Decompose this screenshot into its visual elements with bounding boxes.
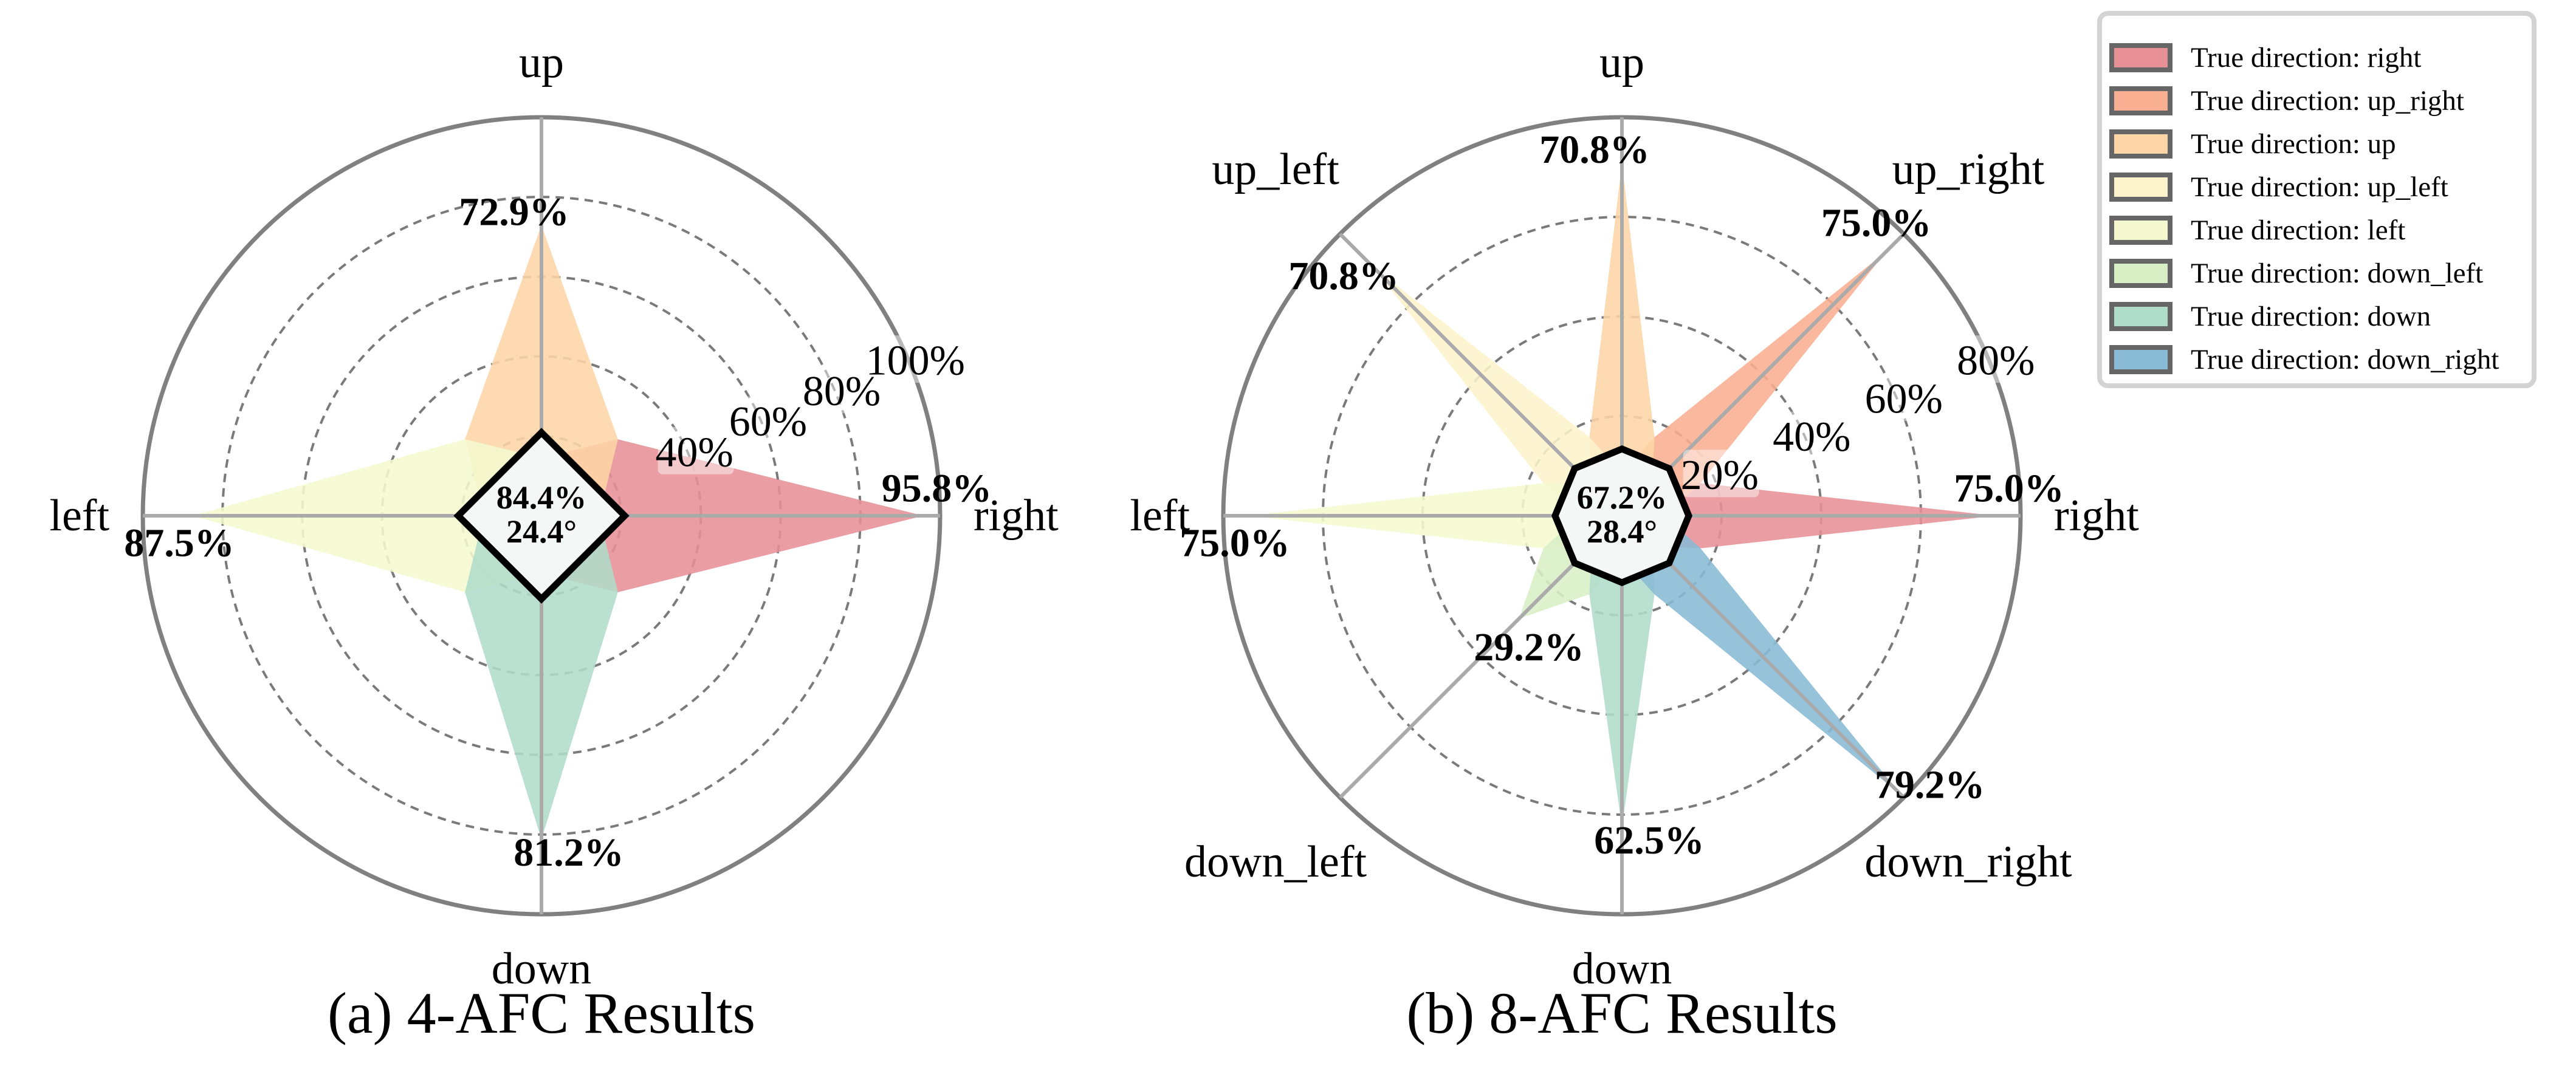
tick-label-bg [1683, 450, 1759, 498]
value-label-right: 95.8% [882, 467, 992, 511]
legend-item: True direction: up_left [2109, 171, 2448, 203]
legend-item: True direction: down [2109, 301, 2431, 332]
legend-item: True direction: down_right [2109, 344, 2499, 375]
legend-swatch [2109, 129, 2172, 159]
legend-frame [2097, 11, 2537, 388]
value-label-down: 62.5% [1594, 818, 1705, 863]
direction-label-down_left: down_left [1184, 837, 1367, 887]
legend-swatch [2109, 43, 2172, 72]
legend-swatch [2109, 173, 2172, 202]
legend-label: True direction: up_right [2191, 85, 2464, 117]
tick-label-bg [1959, 335, 2036, 383]
legend-item: True direction: down_left [2109, 258, 2483, 289]
center-accuracy: 67.2% [1577, 479, 1668, 516]
direction-label-down_right: down_right [1864, 837, 2072, 887]
direction-label-up_left: up_left [1212, 145, 1339, 194]
tick-label: 40% [1773, 414, 1850, 460]
legend-swatch [2109, 216, 2172, 245]
chart-8afc: 20% 40% 60% 80% 67.2%28.4° 75.0% 75.0% 70.8% 70.… [1130, 38, 2139, 1045]
tick-label-bg [658, 426, 734, 474]
direction-label-up_right: up_right [1892, 145, 2045, 194]
legend-swatch [2109, 345, 2172, 374]
center-accuracy: 84.4% [496, 479, 587, 516]
value-label-up: 70.8% [1539, 128, 1650, 172]
direction-label-right: right [974, 491, 1059, 541]
tick-label-bg [879, 335, 955, 383]
tick-label-bg [731, 396, 808, 444]
value-label-left: 87.5% [124, 521, 235, 566]
legend: True direction: right True direction: up_… [2097, 11, 2537, 388]
center-marker [453, 428, 630, 604]
direction-label-left: left [1130, 491, 1190, 541]
center-angle-error: 24.4° [506, 513, 577, 550]
tick-label: 80% [1957, 338, 2035, 385]
value-label-up_right: 75.0% [1821, 200, 1932, 245]
value-label-down_left: 29.2% [1474, 625, 1584, 669]
value-label-left: 75.0% [1180, 521, 1290, 566]
direction-label-up: up [519, 38, 564, 87]
chart-4afc: 40%60%80%100% 84.4%24.4° 95.8% 72.9% 87.5% 81… [49, 38, 1059, 1045]
legend-item: True direction: left [2109, 214, 2405, 246]
direction-label-down: down [1572, 944, 1672, 994]
legend-item: True direction: right [2109, 42, 2421, 74]
legend-label: True direction: down [2191, 301, 2431, 332]
legend-item: True direction: up_right [2109, 85, 2464, 117]
value-label-right: 75.0% [1954, 467, 2064, 511]
legend-swatch [2109, 86, 2172, 115]
direction-label-down: down [492, 944, 591, 994]
value-label-up: 72.9% [459, 190, 569, 234]
tick-label-bg [805, 366, 882, 414]
tick-label: 20% [1681, 452, 1759, 499]
legend-label: True direction: left [2191, 214, 2405, 246]
value-label-up_left: 70.8% [1288, 254, 1399, 298]
value-label-down_right: 79.2% [1875, 762, 1985, 807]
direction-label-right: right [2054, 491, 2139, 541]
legend-label: True direction: up_left [2191, 171, 2448, 203]
tick-label: 40% [656, 429, 733, 476]
legend-label: True direction: down_left [2191, 258, 2483, 289]
tick-label: 60% [1865, 375, 1943, 422]
tick-label-bg [1775, 411, 1852, 459]
center-angle-error: 28.4° [1587, 513, 1657, 550]
chart-caption: (b) 8-AFC Results [1406, 980, 1837, 1045]
direction-label-left: left [49, 491, 109, 541]
tick-label: 100% [866, 338, 965, 385]
tick-label: 80% [803, 368, 881, 415]
legend-label: True direction: up [2191, 128, 2396, 160]
legend-swatch [2109, 259, 2172, 288]
legend-swatch [2109, 302, 2172, 331]
tick-label-bg [1867, 373, 1943, 421]
legend-label: True direction: right [2191, 42, 2421, 74]
tick-label: 60% [729, 399, 807, 445]
chart-caption: (a) 4-AFC Results [328, 980, 755, 1045]
center-marker [1551, 445, 1692, 586]
value-label-down: 81.2% [513, 830, 624, 875]
direction-label-up: up [1599, 38, 1644, 87]
legend-label: True direction: down_right [2191, 344, 2499, 375]
legend-item: True direction: up [2109, 128, 2396, 160]
